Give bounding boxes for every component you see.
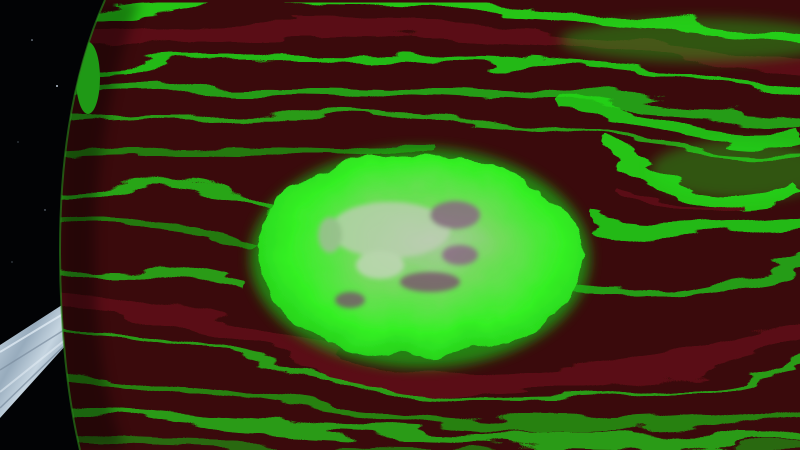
- great-storm: [250, 148, 590, 368]
- planet-limb: [58, 0, 106, 450]
- planet-ring: [0, 305, 67, 418]
